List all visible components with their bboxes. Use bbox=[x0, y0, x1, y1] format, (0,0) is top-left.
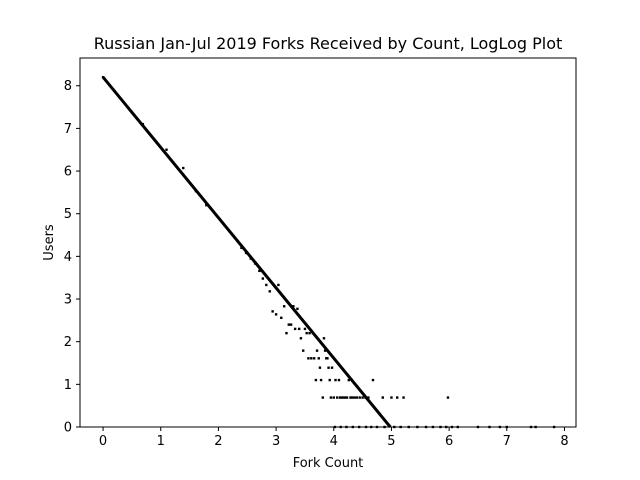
x-tick-label: 3 bbox=[272, 434, 280, 449]
data-point bbox=[182, 166, 185, 170]
data-point bbox=[194, 189, 198, 193]
data-point bbox=[358, 396, 361, 399]
axis-ticks: 0 1 2 3 4 5 6 7 8 0 1 2 3 4 5 6 7 8 bbox=[64, 79, 569, 449]
y-tick-label: 6 bbox=[64, 165, 72, 180]
data-point bbox=[318, 366, 322, 369]
data-point bbox=[322, 337, 326, 340]
data-point bbox=[323, 349, 327, 352]
chart-title: Russian Jan-Jul 2019 Forks Received by C… bbox=[94, 34, 563, 53]
x-axis-label: Fork Count bbox=[293, 456, 364, 471]
data-point bbox=[310, 357, 313, 360]
data-point bbox=[334, 378, 337, 382]
data-point bbox=[351, 396, 354, 399]
data-point bbox=[340, 396, 344, 399]
data-point bbox=[280, 316, 283, 319]
data-point bbox=[326, 357, 329, 360]
data-point bbox=[319, 378, 323, 382]
x-tick-label: 1 bbox=[157, 434, 165, 449]
data-point bbox=[261, 277, 265, 280]
data-point bbox=[297, 327, 301, 331]
data-point bbox=[353, 396, 356, 399]
data-point bbox=[254, 262, 257, 265]
data-point bbox=[317, 357, 320, 360]
data-point bbox=[268, 290, 271, 293]
data-point bbox=[282, 305, 286, 308]
data-point bbox=[315, 349, 319, 352]
y-tick-label: 5 bbox=[64, 207, 72, 222]
data-point bbox=[305, 331, 308, 335]
data-point bbox=[308, 331, 311, 335]
data-point bbox=[287, 323, 290, 326]
data-point bbox=[101, 75, 105, 79]
data-point bbox=[141, 122, 145, 126]
data-point bbox=[249, 257, 252, 260]
x-tick-label: 5 bbox=[387, 434, 395, 449]
data-point bbox=[277, 283, 280, 287]
plot-area bbox=[101, 75, 556, 429]
x-tick-label: 4 bbox=[330, 434, 338, 449]
data-point bbox=[289, 323, 293, 326]
data-point bbox=[258, 269, 261, 273]
y-axis-label: Users bbox=[42, 224, 57, 261]
data-point bbox=[342, 396, 345, 399]
data-point bbox=[402, 396, 405, 399]
data-point bbox=[307, 357, 310, 360]
data-point bbox=[364, 396, 367, 399]
axes-frame bbox=[79, 57, 577, 428]
data-point bbox=[274, 313, 278, 316]
x-tick-label: 2 bbox=[214, 434, 222, 449]
x-tick-label: 8 bbox=[560, 434, 568, 449]
data-point bbox=[165, 148, 168, 151]
x-tick-label: 6 bbox=[445, 434, 453, 449]
data-point bbox=[314, 378, 318, 382]
data-point bbox=[330, 366, 334, 369]
data-point bbox=[240, 246, 243, 250]
data-point bbox=[361, 396, 364, 399]
data-point bbox=[302, 349, 305, 352]
data-point bbox=[205, 203, 208, 207]
data-point bbox=[349, 396, 352, 399]
data-point bbox=[299, 337, 303, 340]
y-tick-label: 2 bbox=[64, 335, 72, 350]
data-point bbox=[396, 396, 399, 399]
data-point bbox=[271, 310, 274, 313]
data-point bbox=[344, 396, 347, 399]
y-tick-label: 4 bbox=[64, 250, 72, 265]
data-point bbox=[292, 305, 295, 308]
data-point bbox=[285, 331, 288, 335]
data-point bbox=[329, 396, 333, 399]
data-point bbox=[311, 331, 315, 335]
data-point bbox=[265, 283, 268, 287]
data-point bbox=[312, 357, 316, 360]
data-point bbox=[390, 396, 393, 399]
y-tick-label: 0 bbox=[64, 421, 72, 436]
data-point bbox=[337, 378, 341, 382]
data-point bbox=[338, 396, 342, 399]
y-tick-label: 8 bbox=[64, 79, 72, 94]
data-point bbox=[371, 378, 375, 382]
x-tick-label: 7 bbox=[503, 434, 511, 449]
data-point bbox=[347, 378, 350, 382]
data-point bbox=[244, 251, 248, 255]
data-point bbox=[293, 327, 297, 331]
data-point bbox=[332, 396, 335, 399]
y-tick-label: 7 bbox=[64, 122, 72, 137]
data-point bbox=[327, 366, 330, 369]
data-point bbox=[446, 396, 450, 399]
y-tick-label: 1 bbox=[64, 378, 72, 393]
data-point bbox=[367, 396, 370, 399]
data-point bbox=[336, 396, 339, 399]
data-point bbox=[303, 327, 307, 331]
data-point bbox=[345, 396, 349, 399]
x-tick-label: 0 bbox=[99, 434, 107, 449]
y-tick-label: 3 bbox=[64, 293, 72, 308]
data-point bbox=[296, 307, 299, 311]
data-point bbox=[328, 378, 331, 382]
data-point bbox=[381, 396, 384, 399]
data-point bbox=[321, 396, 325, 399]
data-point bbox=[355, 396, 359, 399]
